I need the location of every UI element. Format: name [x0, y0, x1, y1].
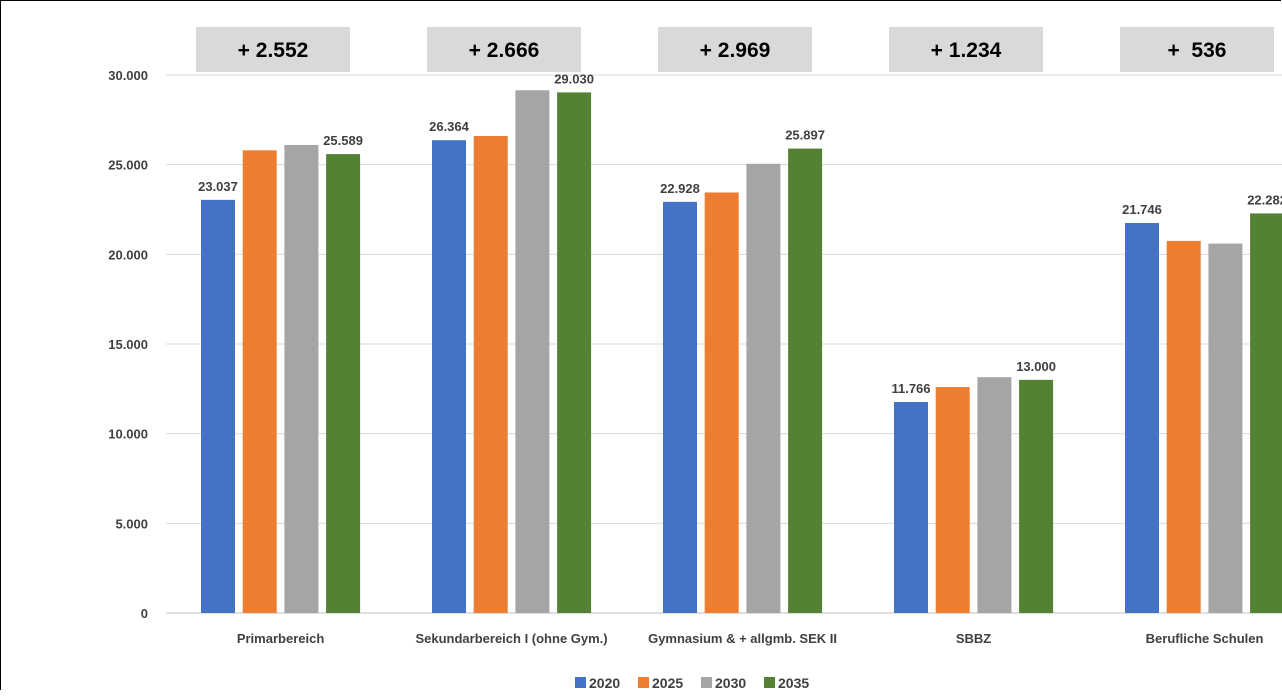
data-label: 25.897 — [785, 128, 825, 143]
bar-2025 — [473, 135, 508, 613]
legend-label: 2025 — [652, 675, 683, 691]
x-axis-categories: Primarbereich Sekundarbereich I (ohne Gym… — [237, 631, 1264, 646]
data-label: 29.030 — [554, 71, 594, 86]
data-label: 21.746 — [1122, 202, 1162, 217]
bar-2035 — [326, 154, 361, 613]
change-box-label: + 2.969 — [700, 39, 771, 62]
bar-2020 — [894, 401, 928, 613]
legend-swatch — [575, 677, 586, 688]
bar-2020 — [432, 140, 466, 613]
y-tick-label: 25.000 — [108, 158, 148, 173]
bar-2020 — [201, 199, 235, 613]
bar-2035 — [788, 148, 823, 614]
bar-2025 — [704, 192, 739, 614]
legend-label: 2035 — [778, 675, 809, 691]
legend-label: 2020 — [589, 675, 620, 691]
change-box — [196, 27, 350, 72]
data-label: 25.589 — [323, 133, 363, 148]
legend-swatch — [764, 677, 775, 688]
x-category-label: Primarbereich — [237, 631, 324, 646]
y-axis-ticks: 0 5.000 10.000 15.000 20.000 25.000 30.000 — [108, 68, 148, 621]
bar-2030 — [284, 144, 319, 613]
legend-swatch — [701, 677, 712, 688]
change-box — [658, 27, 812, 72]
y-tick-label: 10.000 — [108, 427, 148, 442]
data-label: 22.928 — [660, 181, 700, 196]
bar-2025 — [1166, 240, 1201, 613]
data-label: 23.037 — [198, 179, 238, 194]
y-tick-label: 15.000 — [108, 337, 148, 352]
change-box-label: + 1.234 — [931, 39, 1002, 62]
change-box — [427, 27, 581, 72]
bar-2030 — [746, 163, 781, 613]
bar-2030 — [1208, 243, 1243, 613]
x-category-label: Gymnasium & + allgmb. SEK II — [648, 631, 837, 646]
change-box — [889, 27, 1043, 72]
bar-2035 — [557, 92, 592, 614]
y-tick-label: 20.000 — [108, 247, 148, 262]
y-tick-label: 5.000 — [115, 516, 148, 531]
y-tick-label: 0 — [141, 606, 148, 621]
data-label: 26.364 — [429, 119, 470, 134]
y-tick-label: 30.000 — [108, 68, 148, 83]
x-category-label: Berufliche Schulen — [1146, 631, 1264, 646]
bars — [201, 90, 1282, 614]
data-label: 11.766 — [891, 381, 930, 396]
change-box-label: + 2.666 — [469, 39, 540, 62]
change-boxes: + 2.552 + 2.666 + 2.969 + 1.234 + 536 — [196, 27, 1274, 72]
bar-2020 — [1125, 223, 1159, 613]
change-box-label: + 536 — [1168, 39, 1227, 62]
bar-2030 — [977, 377, 1012, 613]
x-category-label: Sekundarbereich I (ohne Gym.) — [415, 631, 607, 646]
bar-2025 — [242, 150, 277, 613]
bar-2020 — [663, 201, 697, 614]
change-box-label: + 2.552 — [238, 39, 309, 62]
data-label: 13.000 — [1016, 359, 1056, 374]
bar-2025 — [935, 387, 970, 613]
legend: 2020 2025 2030 2035 — [575, 675, 809, 691]
data-label: 22.282 — [1247, 192, 1282, 207]
legend-swatch — [638, 677, 649, 688]
bar-2035 — [1250, 213, 1282, 613]
x-category-label: SBBZ — [956, 631, 991, 646]
bar-2035 — [1019, 379, 1054, 613]
data-labels: 23.037 25.589 26.364 29.030 22.928 25.897 11.7… — [198, 71, 1282, 396]
change-box — [1120, 27, 1274, 72]
bar-2030 — [515, 90, 550, 613]
legend-label: 2030 — [715, 675, 746, 691]
